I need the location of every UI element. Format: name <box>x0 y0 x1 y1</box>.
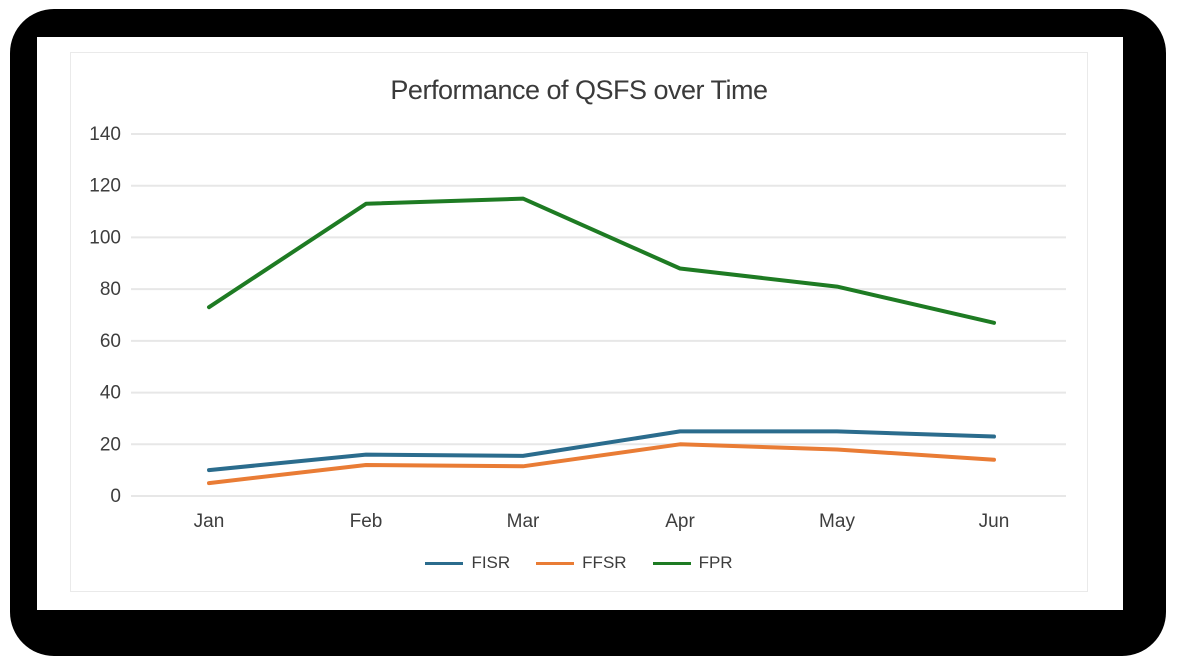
y-tick-label: 60 <box>100 331 121 352</box>
y-tick-label: 20 <box>100 434 121 455</box>
fpr-line-swatch <box>652 561 691 565</box>
legend-label: FPR <box>698 553 733 572</box>
x-tick-label: Apr <box>665 511 695 532</box>
x-tick-label: Feb <box>350 511 383 532</box>
line-chart: 0 20 40 60 80 100 120 140 Jan Feb Mar Apr May Jun <box>89 124 1066 532</box>
ffsr-line-swatch <box>536 561 575 565</box>
y-tick-label: 40 <box>100 383 121 404</box>
legend-item-fisr: FISR <box>425 553 510 573</box>
x-tick-label: Mar <box>507 511 540 532</box>
x-tick-label: Jun <box>979 511 1010 532</box>
y-tick-label: 80 <box>100 279 121 300</box>
legend-item-fpr: FPR <box>652 553 733 573</box>
series-line-fisr <box>207 429 996 473</box>
series-line-ffsr <box>207 442 996 486</box>
x-tick-label: Jan <box>194 511 225 532</box>
y-tick-label: 140 <box>89 124 121 145</box>
chart-legend: FISR FFSR FPR <box>71 553 1087 573</box>
chart-card: 0 20 40 60 80 100 120 140 Jan Feb Mar Apr May Jun Per… <box>70 52 1088 592</box>
legend-label: FFSR <box>582 553 627 572</box>
series-line-fpr <box>207 196 996 325</box>
x-tick-label: May <box>819 511 855 532</box>
y-tick-label: 100 <box>89 227 121 248</box>
y-tick-label: 0 <box>110 486 121 507</box>
legend-item-ffsr: FFSR <box>536 553 627 573</box>
y-tick-label: 120 <box>89 176 121 197</box>
chart-title: Performance of QSFS over Time <box>390 75 768 105</box>
fisr-line-swatch <box>425 561 464 565</box>
legend-label: FISR <box>471 553 511 572</box>
